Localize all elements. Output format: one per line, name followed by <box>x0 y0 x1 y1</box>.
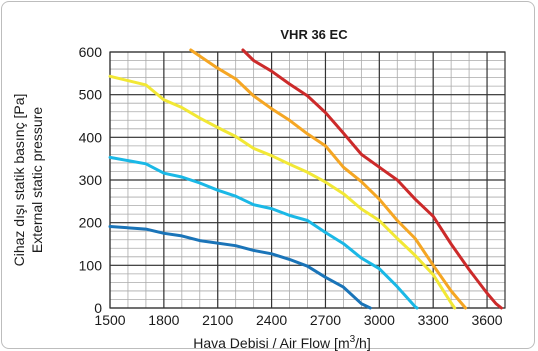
x-tick-label: 2700 <box>310 312 341 328</box>
fan-curve-5 <box>241 48 503 310</box>
plot-border <box>109 51 506 309</box>
y-tick-label: 300 <box>79 172 103 188</box>
fan-curve-3 <box>108 74 457 310</box>
x-axis-label-main: Hava Debisi / Air Flow [m <box>193 335 349 351</box>
x-tick-label: 3000 <box>364 312 395 328</box>
x-axis-label-superscript: 3 <box>350 334 356 345</box>
x-axis-label-end: /h] <box>355 335 371 351</box>
y-tick-label: 100 <box>79 257 103 273</box>
y-axis-label-line2: External static pressure <box>29 107 45 253</box>
y-axis-label-line1: Cihaz dışı statik basınç [Pa] <box>11 94 27 267</box>
x-tick-label: 2100 <box>202 312 233 328</box>
x-axis-label: Hava Debisi / Air Flow [m3/h] <box>193 334 371 351</box>
y-tick-label: 200 <box>79 215 103 231</box>
x-tick-label: 1500 <box>94 312 125 328</box>
x-tick-labels: 1500 1800 2100 2400 2700 3000 3300 3600 <box>94 312 502 328</box>
y-tick-label: 0 <box>94 300 102 316</box>
y-tick-label: 600 <box>79 44 103 60</box>
x-tick-label: 3300 <box>418 312 449 328</box>
fan-curves <box>108 48 503 310</box>
y-tick-label: 500 <box>79 87 103 103</box>
x-tick-label: 3600 <box>471 312 502 328</box>
fan-curve-1 <box>108 225 372 310</box>
fan-curve-4 <box>189 48 467 310</box>
x-tick-label: 2400 <box>256 312 287 328</box>
x-tick-label: 1800 <box>148 312 179 328</box>
y-tick-label: 400 <box>79 129 103 145</box>
fan-curve-2 <box>108 155 419 310</box>
chart-title: VHR 36 EC <box>280 27 348 42</box>
y-tick-labels: 0 100 200 300 400 500 600 <box>79 44 103 316</box>
